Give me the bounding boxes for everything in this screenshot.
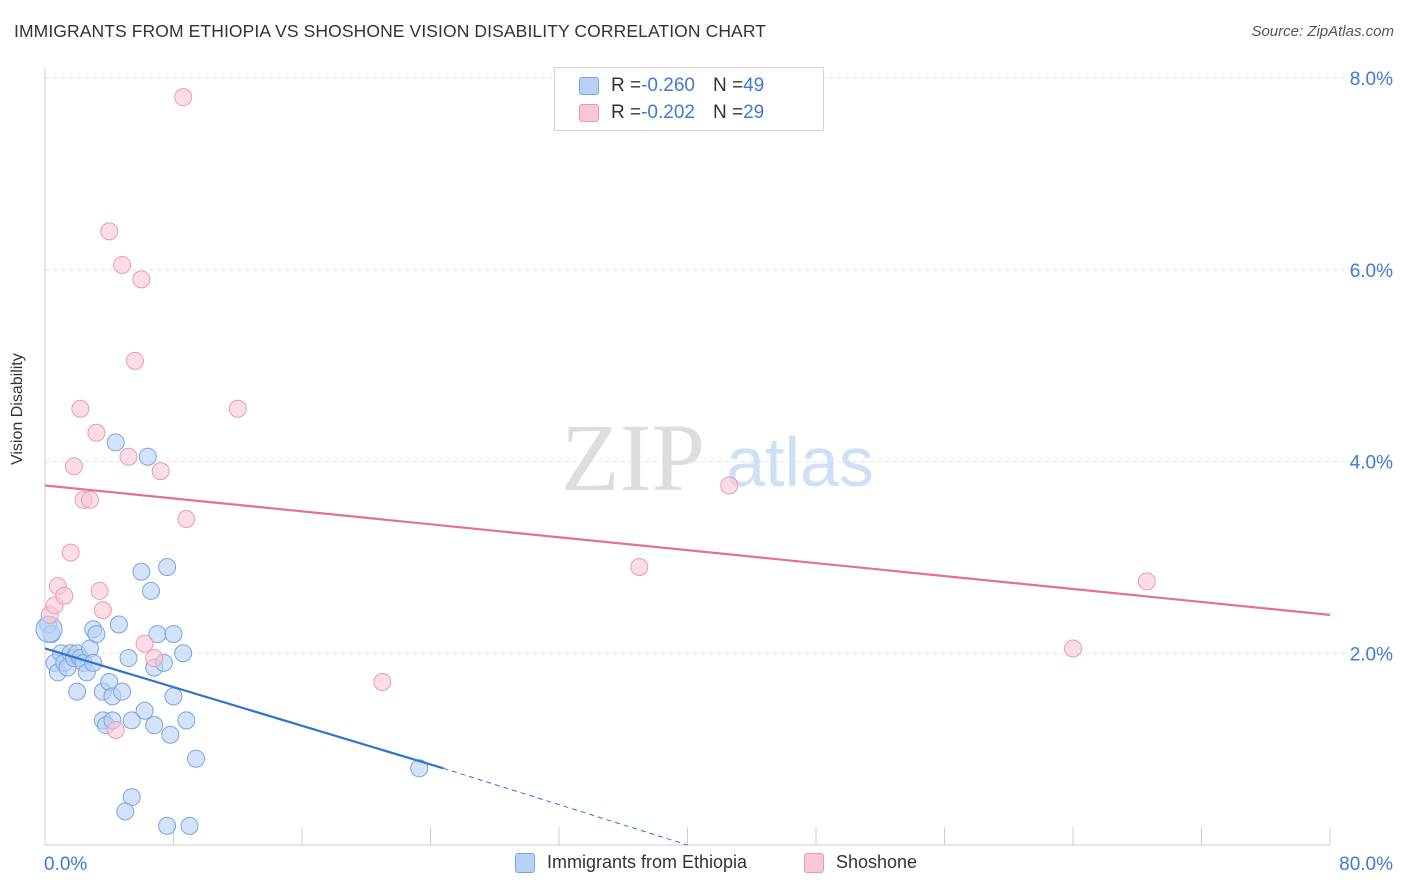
ethiopia-point: [174, 644, 193, 663]
shoshone-point: [106, 720, 125, 739]
ethiopia-point: [164, 625, 183, 644]
ethiopia-point: [142, 581, 161, 600]
legend-row-shoshone: R = -0.202 N = 29: [579, 100, 764, 126]
y-tick-label: 6.0%: [1350, 261, 1393, 282]
ethiopia-point: [180, 816, 199, 835]
shoshone-point: [80, 490, 99, 509]
legend-n-label: N =: [712, 102, 744, 123]
shoshone-point: [151, 462, 170, 481]
shoshone-trend-line: [44, 484, 1331, 616]
source-label: Source: ZipAtlas.com: [1251, 23, 1394, 40]
shoshone-point: [93, 601, 112, 620]
shoshone-point: [55, 586, 74, 605]
ethiopia-point: [119, 649, 138, 668]
ethiopia-point: [177, 711, 196, 730]
y-tick-label: 4.0%: [1350, 453, 1393, 474]
shoshone-point: [100, 222, 119, 241]
chart-title: IMMIGRANTS FROM ETHIOPIA VS SHOSHONE VIS…: [14, 21, 767, 41]
legend-n-label: N =: [712, 75, 744, 96]
shoshone-point: [132, 270, 151, 289]
shoshone-point: [71, 399, 90, 418]
shoshone-point: [90, 581, 109, 600]
series-ethiopia-points: [35, 433, 429, 835]
shoshone-point: [61, 543, 80, 562]
x-tick-label: 0.0%: [44, 854, 87, 875]
shoshone-point: [145, 649, 164, 668]
legend-r-label: R =: [611, 75, 642, 96]
ethiopia-point: [145, 716, 164, 735]
shoshone-point: [228, 399, 247, 418]
shoshone-point: [373, 673, 392, 692]
ethiopia-swatch: [579, 77, 599, 95]
legend-r-value: -0.202: [641, 102, 695, 123]
shoshone-point: [135, 634, 154, 653]
grid-lines: [45, 77, 1390, 654]
bottom-legend-shoshone-label: Shoshone: [836, 852, 918, 872]
tick-labels: 2.0% 4.0% 6.0% 8.0% 0.0% 80.0%: [44, 69, 1393, 875]
ethiopia-legend-swatch: [515, 852, 535, 873]
legend-r-label: R =: [611, 102, 642, 123]
watermark-atlas: atlas: [726, 423, 874, 501]
ethiopia-point: [68, 682, 87, 701]
shoshone-swatch: [579, 104, 599, 122]
ethiopia-point: [158, 557, 177, 576]
x-tick-label: 80.0%: [1339, 854, 1393, 875]
bottom-legend-ethiopia: Immigrants from Ethiopia: [515, 852, 747, 873]
ethiopia-trend-line: [44, 647, 444, 770]
correlation-legend: R = -0.260 N = 49 R = -0.202 N = 29: [554, 67, 824, 131]
shoshone-point: [1137, 572, 1156, 591]
y-tick-label: 2.0%: [1350, 644, 1393, 665]
legend-n-value: 29: [743, 102, 765, 123]
shoshone-point: [1064, 639, 1082, 658]
trend-lines: [44, 484, 1331, 846]
watermark-zip: ZIP: [561, 404, 705, 511]
ethiopia-point: [158, 816, 177, 835]
ethiopia-point: [87, 625, 106, 644]
ethiopia-point: [138, 447, 157, 466]
ethiopia-point: [122, 711, 141, 730]
shoshone-point: [119, 447, 138, 466]
legend-n-value: 49: [743, 75, 765, 96]
ethiopia-point: [161, 725, 180, 744]
shoshone-legend-swatch: [804, 852, 824, 873]
shoshone-point: [177, 510, 196, 529]
legend-row-ethiopia: R = -0.260 N = 49: [579, 73, 764, 99]
shoshone-point: [87, 423, 106, 442]
ethiopia-point: [135, 701, 154, 720]
bottom-legend-shoshone: Shoshone: [804, 852, 917, 873]
ethiopia-point: [113, 682, 132, 701]
shoshone-point: [64, 457, 83, 476]
ethiopia-point: [106, 433, 125, 452]
ethiopia-point: [164, 687, 183, 706]
bottom-legend-ethiopia-label: Immigrants from Ethiopia: [547, 852, 748, 872]
series-shoshone-points: [40, 88, 1156, 739]
shoshone-point: [113, 255, 132, 274]
shoshone-point: [174, 88, 193, 107]
shoshone-point: [720, 476, 739, 495]
ethiopia-point: [109, 615, 128, 634]
watermark: ZIP atlas: [561, 404, 874, 511]
shoshone-point: [125, 351, 144, 370]
y-tick-label: 8.0%: [1350, 69, 1393, 90]
legend-r-value: -0.260: [641, 75, 695, 96]
shoshone-point: [630, 557, 649, 576]
ethiopia-point: [410, 759, 429, 778]
ethiopia-trend-extension: [443, 767, 688, 846]
ethiopia-point: [186, 749, 205, 768]
ethiopia-point: [132, 562, 151, 581]
ethiopia-point: [116, 802, 135, 821]
